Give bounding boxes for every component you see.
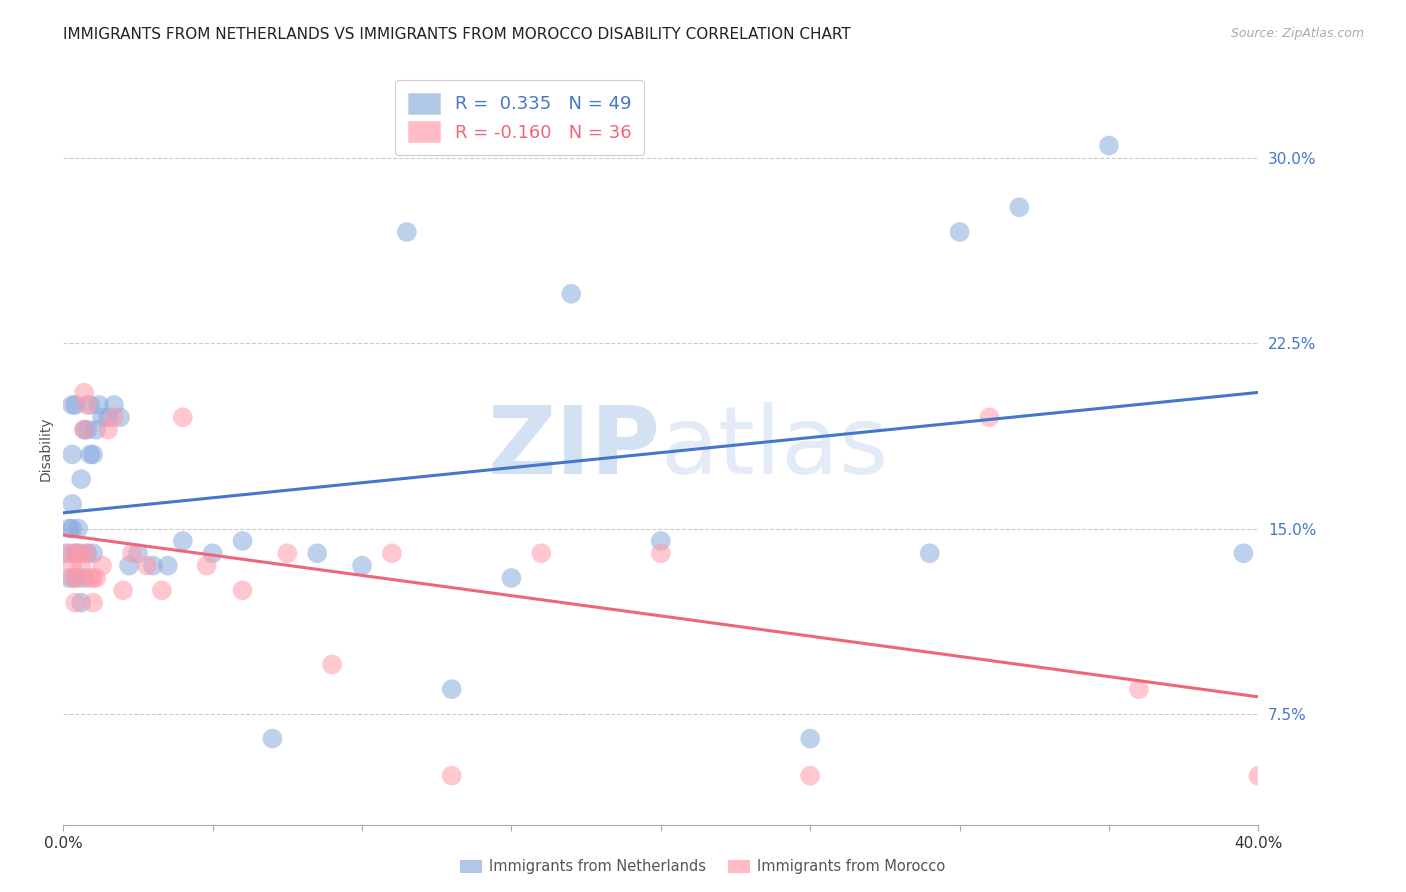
Point (1232, 546, 1254, 560)
Point (1098, 138, 1121, 153)
Point (321, 657, 343, 672)
Point (97, 423, 120, 437)
Point (150, 583, 173, 598)
Point (60, 447, 83, 461)
Point (949, 225, 972, 239)
Point (60, 558, 83, 573)
Point (58, 546, 80, 560)
Point (1008, 200, 1031, 214)
Point (91, 410, 114, 425)
Point (1128, 682, 1150, 697)
Point (65, 546, 87, 560)
Point (76, 423, 98, 437)
Point (65, 398, 87, 412)
Y-axis label: Disability: Disability (38, 416, 52, 481)
Point (103, 398, 125, 412)
Point (79, 398, 101, 412)
Point (76, 546, 98, 560)
Point (58, 522, 80, 536)
Point (73, 423, 96, 437)
Point (799, 769, 821, 783)
Point (307, 546, 329, 560)
Point (76, 398, 98, 412)
Point (76, 546, 98, 560)
Point (136, 558, 159, 573)
Point (156, 558, 179, 573)
Point (82, 596, 104, 610)
Legend: R =  0.335   N = 49, R = -0.160   N = 36: R = 0.335 N = 49, R = -0.160 N = 36 (395, 80, 644, 154)
Point (108, 410, 131, 425)
Point (103, 410, 125, 425)
Point (530, 546, 553, 560)
Point (60, 398, 83, 412)
Point (231, 533, 254, 548)
Point (381, 546, 404, 560)
Point (650, 533, 672, 548)
Point (82, 571, 104, 585)
Point (195, 558, 218, 573)
Point (58, 571, 80, 585)
Point (560, 286, 582, 301)
Point (70, 558, 93, 573)
Point (70, 472, 93, 486)
Legend: Immigrants from Netherlands, Immigrants from Morocco: Immigrants from Netherlands, Immigrants … (454, 854, 952, 880)
Point (97, 410, 120, 425)
Text: IMMIGRANTS FROM NETHERLANDS VS IMMIGRANTS FROM MOROCCO DISABILITY CORRELATION CH: IMMIGRANTS FROM NETHERLANDS VS IMMIGRANT… (63, 27, 851, 42)
Text: ZIP: ZIP (488, 402, 661, 494)
Point (112, 583, 135, 598)
Point (172, 410, 194, 425)
Point (87, 398, 111, 412)
Point (918, 546, 941, 560)
Point (127, 546, 149, 560)
Point (67, 522, 90, 536)
Text: atlas: atlas (661, 402, 889, 494)
Point (67, 571, 90, 585)
Point (65, 546, 87, 560)
Point (60, 571, 83, 585)
Point (979, 410, 1001, 425)
Point (79, 571, 101, 585)
Point (84, 423, 107, 437)
Point (395, 225, 418, 239)
Point (440, 682, 463, 697)
Point (82, 546, 104, 560)
Text: Source: ZipAtlas.com: Source: ZipAtlas.com (1230, 27, 1364, 40)
Point (276, 546, 298, 560)
Point (60, 522, 83, 536)
Point (799, 731, 821, 746)
Point (65, 571, 87, 585)
Point (440, 769, 463, 783)
Point (65, 596, 87, 610)
Point (352, 558, 374, 573)
Point (201, 546, 224, 560)
Point (501, 571, 523, 585)
Point (1247, 769, 1270, 783)
Point (121, 546, 143, 560)
Point (60, 497, 83, 511)
Point (73, 571, 96, 585)
Point (91, 558, 114, 573)
Point (73, 385, 96, 400)
Point (650, 546, 672, 560)
Point (55, 546, 77, 560)
Point (142, 558, 165, 573)
Point (73, 423, 96, 437)
Point (231, 583, 254, 598)
Point (84, 571, 107, 585)
Point (70, 546, 93, 560)
Point (82, 447, 104, 461)
Point (262, 731, 284, 746)
Point (172, 533, 194, 548)
Point (67, 546, 90, 560)
Point (70, 596, 93, 610)
Point (118, 558, 141, 573)
Point (79, 447, 101, 461)
